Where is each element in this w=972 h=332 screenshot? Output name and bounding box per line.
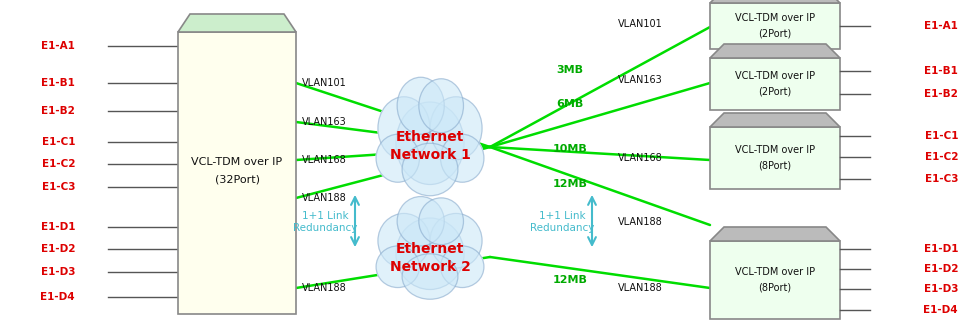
Text: VCL-TDM over IP: VCL-TDM over IP: [735, 267, 816, 277]
Ellipse shape: [440, 134, 484, 182]
Text: E1-D3: E1-D3: [923, 284, 958, 294]
Ellipse shape: [430, 213, 482, 268]
Text: VLAN101: VLAN101: [302, 78, 347, 88]
Text: VCL-TDM over IP: VCL-TDM over IP: [735, 71, 816, 81]
Text: 3MB: 3MB: [557, 65, 583, 75]
Ellipse shape: [440, 246, 484, 288]
Text: 1+1 Link
Redundancy: 1+1 Link Redundancy: [293, 211, 357, 233]
Text: E1-C1: E1-C1: [924, 131, 958, 141]
Text: (8Port): (8Port): [758, 161, 791, 171]
Ellipse shape: [419, 198, 464, 245]
Text: Network 2: Network 2: [390, 260, 470, 274]
Text: E1-C2: E1-C2: [42, 159, 75, 169]
Text: (32Port): (32Port): [215, 175, 260, 185]
Polygon shape: [710, 0, 840, 3]
Ellipse shape: [378, 213, 430, 268]
Text: VLAN163: VLAN163: [302, 117, 347, 127]
Ellipse shape: [398, 197, 444, 246]
Text: E1-D4: E1-D4: [41, 292, 75, 302]
Bar: [710, 58, 840, 110]
Text: E1-D1: E1-D1: [923, 244, 958, 254]
Ellipse shape: [398, 77, 444, 134]
Text: VLAN188: VLAN188: [302, 193, 347, 203]
Ellipse shape: [376, 134, 420, 182]
Ellipse shape: [430, 97, 482, 160]
Ellipse shape: [419, 79, 464, 133]
Ellipse shape: [402, 254, 458, 299]
Text: (2Port): (2Port): [758, 87, 791, 97]
Polygon shape: [710, 44, 840, 58]
Ellipse shape: [398, 77, 444, 134]
Text: E1-A1: E1-A1: [924, 21, 958, 31]
Ellipse shape: [378, 97, 430, 160]
Ellipse shape: [376, 246, 420, 288]
Text: Network 1: Network 1: [390, 148, 470, 162]
Ellipse shape: [398, 197, 444, 246]
Ellipse shape: [430, 213, 482, 268]
Ellipse shape: [402, 254, 458, 299]
Ellipse shape: [376, 246, 420, 288]
Text: E1-D2: E1-D2: [923, 264, 958, 274]
Text: VLAN168: VLAN168: [302, 155, 347, 165]
Ellipse shape: [378, 97, 430, 160]
Text: E1-D1: E1-D1: [41, 222, 75, 232]
Ellipse shape: [419, 79, 464, 133]
Text: E1-C1: E1-C1: [42, 137, 75, 147]
Text: VCL-TDM over IP: VCL-TDM over IP: [735, 13, 816, 23]
Text: E1-D4: E1-D4: [923, 305, 958, 315]
Text: Ethernet: Ethernet: [396, 130, 465, 144]
Bar: [710, 241, 840, 319]
Ellipse shape: [430, 97, 482, 160]
Ellipse shape: [396, 218, 464, 290]
Text: E1-A1: E1-A1: [41, 41, 75, 51]
Ellipse shape: [440, 246, 484, 288]
Text: VLAN188: VLAN188: [618, 283, 663, 293]
Ellipse shape: [402, 143, 458, 196]
Text: VLAN101: VLAN101: [618, 19, 663, 29]
Ellipse shape: [402, 143, 458, 196]
Ellipse shape: [396, 218, 464, 290]
Text: 12MB: 12MB: [552, 275, 587, 285]
Text: E1-B2: E1-B2: [924, 89, 958, 99]
Ellipse shape: [440, 134, 484, 182]
Ellipse shape: [396, 102, 464, 185]
Text: E1-C3: E1-C3: [924, 174, 958, 184]
Ellipse shape: [376, 134, 420, 182]
Ellipse shape: [378, 213, 430, 268]
Text: E1-C2: E1-C2: [924, 152, 958, 162]
Bar: [710, 127, 840, 189]
Text: (8Port): (8Port): [758, 283, 791, 293]
Text: Ethernet: Ethernet: [396, 242, 465, 256]
Text: E1-D3: E1-D3: [41, 267, 75, 277]
Ellipse shape: [419, 198, 464, 245]
Bar: [178, 32, 296, 314]
Text: VLAN168: VLAN168: [618, 153, 663, 163]
Polygon shape: [710, 227, 840, 241]
Polygon shape: [178, 14, 296, 32]
Text: E1-C3: E1-C3: [42, 182, 75, 192]
Bar: [710, 3, 840, 49]
Text: E1-B1: E1-B1: [924, 66, 958, 76]
Text: VLAN188: VLAN188: [618, 217, 663, 227]
Text: E1-D2: E1-D2: [41, 244, 75, 254]
Text: 6MB: 6MB: [556, 99, 583, 109]
Text: VCL-TDM over IP: VCL-TDM over IP: [735, 145, 816, 155]
Text: 10MB: 10MB: [553, 144, 587, 154]
Text: (2Port): (2Port): [758, 29, 791, 39]
Text: 1+1 Link
Redundancy: 1+1 Link Redundancy: [530, 211, 594, 233]
Text: E1-B2: E1-B2: [41, 106, 75, 116]
Text: VLAN163: VLAN163: [618, 75, 663, 85]
Text: E1-B1: E1-B1: [41, 78, 75, 88]
Text: VCL-TDM over IP: VCL-TDM over IP: [191, 157, 283, 167]
Ellipse shape: [396, 102, 464, 185]
Text: 12MB: 12MB: [552, 179, 587, 189]
Text: VLAN188: VLAN188: [302, 283, 347, 293]
Polygon shape: [710, 113, 840, 127]
